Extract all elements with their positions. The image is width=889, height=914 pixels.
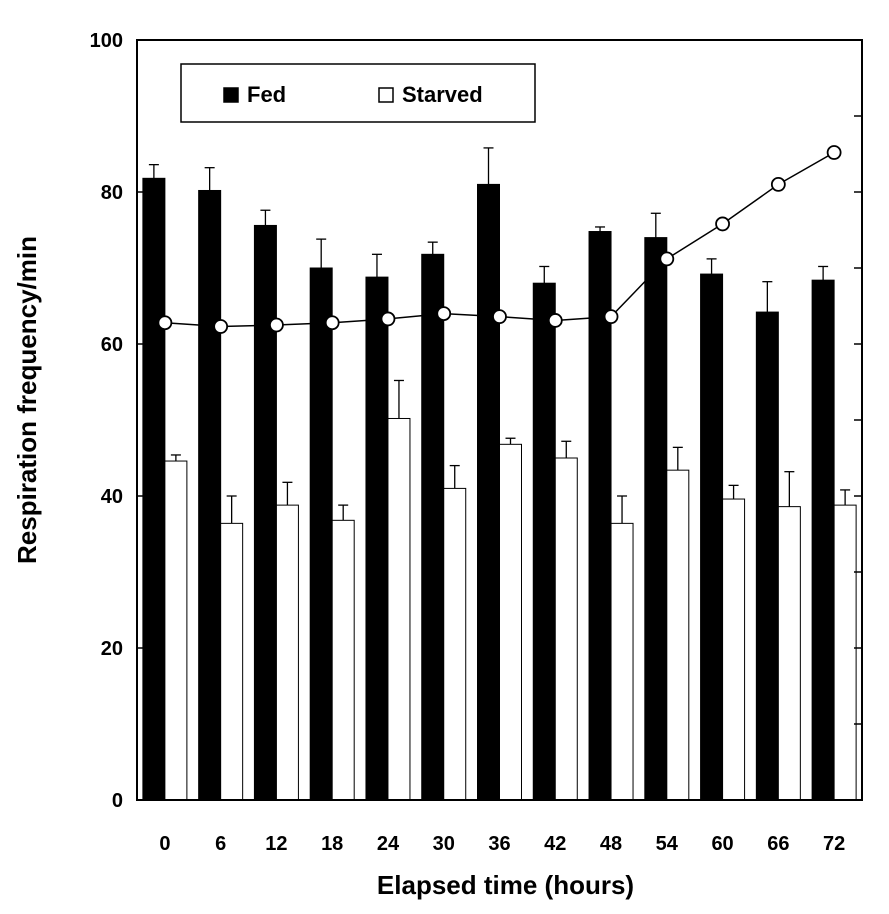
x-tick-label-12: 12: [265, 833, 287, 855]
y-tick-label-40: 40: [101, 486, 123, 508]
legend-label-starved: Starved: [402, 82, 483, 107]
line-point-0: [157, 315, 173, 331]
bar-starved-66: [777, 506, 801, 801]
y-tick-label-20: 20: [101, 638, 123, 660]
bar-starved-0: [164, 460, 188, 801]
bar-starved-48: [610, 522, 634, 801]
error-bar-fed-54: [650, 212, 661, 238]
legend-swatch-fed: [223, 87, 239, 103]
line-point-18: [324, 315, 340, 331]
legend-swatch-starved: [378, 87, 394, 103]
bar-starved-24: [387, 417, 411, 801]
error-bar-fed-48: [595, 226, 606, 232]
x-tick-label-18: 18: [321, 833, 343, 855]
error-bar-starved-36: [505, 437, 516, 445]
x-tick-label-66: 66: [767, 833, 789, 855]
bar-starved-6: [220, 522, 244, 801]
bars-layer: [142, 177, 857, 801]
line-point-42: [547, 313, 563, 328]
line-series-layer: [157, 145, 842, 334]
line-point-72: [826, 145, 842, 160]
bar-starved-18: [331, 519, 355, 801]
error-bar-fed-72: [818, 265, 829, 281]
line-point-66: [770, 176, 786, 192]
y-tick-label-80: 80: [101, 182, 123, 204]
error-bar-fed-66: [762, 281, 773, 313]
x-tick-label-48: 48: [600, 833, 622, 855]
x-tick-label-0: 0: [159, 833, 170, 855]
line-point-30: [436, 306, 452, 322]
error-bar-fed-24: [371, 253, 382, 278]
bar-fed-72: [811, 279, 835, 801]
x-tick-label-36: 36: [488, 833, 510, 855]
error-bar-fed-42: [539, 265, 550, 284]
bar-fed-6: [198, 189, 222, 801]
right-axis-ticks: [854, 39, 862, 801]
bar-fed-42: [532, 282, 556, 801]
error-bar-starved-18: [338, 504, 349, 521]
x-axis-ticks: 0 6 12 18 24 30 36 42 48 54 60 66 72: [159, 833, 845, 855]
line-point-12: [269, 317, 284, 333]
y-axis-ticks: 0 20 40 60 80 100: [90, 30, 145, 812]
bar-starved-54: [666, 469, 690, 801]
error-bar-starved-42: [561, 440, 572, 458]
error-bar-starved-24: [393, 379, 404, 419]
bar-fed-36: [477, 183, 500, 801]
error-bar-starved-0: [170, 454, 181, 462]
bar-fed-18: [309, 267, 333, 801]
x-tick-label-30: 30: [433, 833, 455, 855]
error-bar-starved-30: [449, 464, 460, 489]
bar-fed-54: [644, 237, 668, 801]
error-bars-layer: [148, 147, 851, 524]
x-tick-label-42: 42: [544, 833, 566, 855]
error-bar-starved-48: [617, 495, 628, 524]
x-tick-label-54: 54: [656, 833, 679, 855]
error-bar-starved-54: [672, 446, 683, 471]
error-bar-starved-12: [282, 481, 293, 506]
line-point-48: [603, 309, 619, 325]
line-point-60: [715, 216, 730, 232]
legend-box: [180, 63, 536, 123]
bar-starved-12: [275, 504, 299, 801]
bar-starved-72: [833, 504, 857, 801]
bar-starved-30: [443, 487, 467, 801]
bar-fed-12: [253, 224, 277, 801]
bar-starved-42: [554, 457, 578, 801]
bar-fed-0: [142, 177, 166, 801]
y-tick-label-100: 100: [90, 30, 123, 52]
error-bar-fed-6: [204, 167, 215, 191]
bar-fed-24: [365, 276, 389, 801]
x-tick-label-24: 24: [377, 833, 400, 855]
error-bar-fed-60: [706, 258, 717, 275]
legend-label-fed: Fed: [247, 82, 286, 107]
bar-starved-36: [499, 443, 522, 801]
bar-starved-60: [722, 498, 746, 801]
bar-fed-66: [755, 311, 779, 801]
error-bar-fed-12: [260, 209, 271, 226]
error-bar-starved-66: [784, 471, 795, 507]
bar-fed-30: [421, 253, 445, 801]
error-bar-fed-0: [148, 163, 159, 179]
error-bar-fed-18: [316, 238, 327, 268]
y-tick-label-60: 60: [101, 334, 123, 356]
line-point-36: [492, 309, 507, 325]
x-tick-label-60: 60: [711, 833, 733, 855]
error-bar-starved-72: [840, 489, 851, 506]
x-tick-label-72: 72: [823, 833, 845, 855]
line-point-6: [213, 319, 229, 334]
legend: Fed Starved: [180, 63, 536, 123]
y-axis-title: Respiration frequency/min: [12, 236, 42, 564]
x-tick-label-6: 6: [215, 833, 226, 855]
line-point-24: [380, 311, 396, 327]
y-tick-label-0: 0: [112, 790, 123, 812]
line-point-54: [659, 251, 675, 267]
error-bar-starved-60: [728, 484, 739, 500]
x-axis-title: Elapsed time (hours): [377, 870, 634, 900]
error-bar-fed-36: [483, 147, 494, 185]
bar-fed-60: [700, 273, 724, 801]
error-bar-starved-6: [226, 495, 237, 524]
error-bar-fed-30: [427, 241, 438, 255]
